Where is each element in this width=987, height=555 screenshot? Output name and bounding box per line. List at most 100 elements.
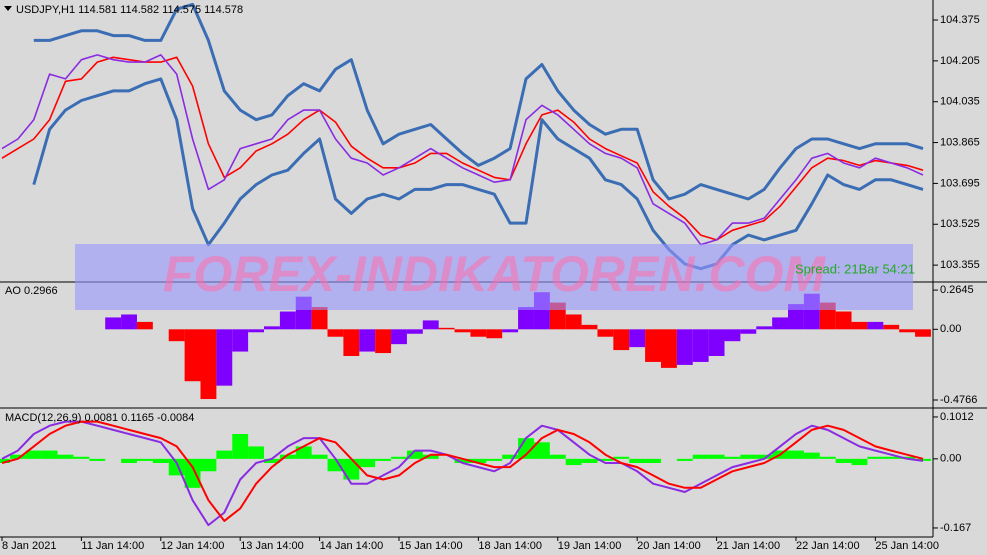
histogram-bar [533, 442, 550, 459]
x-tick-label: 14 Jan 14:00 [320, 540, 384, 552]
indicator-line [32, 77, 924, 271]
histogram-bar [803, 452, 820, 459]
histogram-bar [279, 454, 296, 459]
y-tick-label: 0.00 [940, 453, 961, 465]
histogram-bar [264, 458, 280, 463]
histogram-bar [899, 329, 916, 333]
histogram-bar [73, 456, 90, 459]
watermark: FOREX-INDIKATOREN.COM [163, 246, 826, 302]
ao-header: AO 0.2966 [5, 285, 58, 297]
histogram-bar [565, 314, 582, 330]
histogram-bar [216, 329, 233, 386]
x-tick-label: 21 Jan 14:00 [717, 540, 781, 552]
histogram-bar [518, 307, 534, 330]
histogram-bar [327, 329, 344, 337]
histogram-bar [391, 456, 407, 459]
histogram-bar [200, 458, 217, 472]
histogram-bar [486, 458, 503, 461]
histogram-bar [915, 458, 931, 461]
plots [0, 2, 931, 527]
y-tick-label: -0.167 [940, 522, 971, 534]
histogram-bar [629, 329, 646, 348]
histogram-bar [819, 456, 836, 459]
histogram-bar [248, 446, 265, 459]
indicator-line [1, 56, 924, 241]
histogram-bar [311, 307, 328, 330]
x-tick-label: 25 Jan 14:00 [875, 540, 939, 552]
x-tick-label: 19 Jan 14:00 [558, 540, 622, 552]
histogram-bar [851, 458, 868, 466]
symbol-menu[interactable] [4, 6, 12, 11]
histogram-bar [232, 329, 249, 352]
histogram-bar [676, 329, 693, 365]
histogram-bar [660, 329, 677, 368]
indicator-line [33, 2, 924, 201]
indicator-line [1, 54, 924, 246]
histogram-bar [581, 324, 598, 330]
x-tick-label: 20 Jan 14:00 [637, 540, 701, 552]
spread-label: Spread: 21Bar 54:21 [795, 261, 915, 276]
histogram-bar [581, 458, 598, 463]
histogram-bar [915, 329, 931, 337]
histogram-bar [343, 329, 360, 357]
y-tick-label: 104.205 [940, 55, 980, 67]
histogram-bar [676, 458, 693, 461]
x-tick-label: 11 Jan 14:00 [81, 540, 144, 552]
histogram-bar [406, 329, 423, 334]
histogram-bar [835, 311, 852, 330]
histogram-bar [89, 458, 106, 461]
histogram-bar [470, 458, 487, 463]
x-tick-label: 18 Jan 14:00 [478, 540, 542, 552]
histogram-bar [772, 317, 789, 330]
histogram-bar [184, 329, 201, 382]
histogram-bar [613, 329, 630, 351]
histogram-bar [867, 321, 884, 330]
histogram-bar [311, 454, 328, 459]
histogram-bar [708, 329, 725, 357]
histogram-bar [502, 329, 519, 333]
histogram-bar [629, 458, 646, 463]
histogram-bar [724, 456, 741, 459]
macd-line [1, 420, 924, 527]
y-tick-label: 0.1012 [940, 411, 974, 423]
y-tick-label: 103.695 [940, 177, 980, 189]
histogram-bar [724, 329, 741, 342]
histogram-bar [359, 458, 376, 468]
histogram-bar [184, 458, 201, 488]
histogram-bar [0, 458, 10, 463]
x-tick-label: 15 Jan 14:00 [399, 540, 463, 552]
histogram-bar [645, 329, 661, 362]
histogram-bar [740, 454, 757, 459]
histogram-bar [835, 458, 852, 463]
histogram-bar [264, 326, 280, 330]
histogram-bar [851, 321, 868, 330]
histogram-bar [740, 329, 757, 334]
histogram-bar [152, 458, 169, 463]
histogram-bar [57, 454, 74, 459]
histogram-bar [565, 458, 582, 466]
histogram-bar [788, 304, 804, 330]
histogram-bar [883, 324, 900, 330]
y-tick-label: 103.355 [940, 259, 980, 271]
histogram-bar [422, 320, 439, 330]
histogram-bar [883, 456, 900, 459]
x-tick-label: 13 Jan 14:00 [240, 540, 304, 552]
histogram-bar [756, 454, 773, 459]
y-tick-label: 104.375 [940, 14, 980, 26]
macd-line [1, 420, 924, 522]
histogram-bar [454, 458, 471, 463]
histogram-bar [105, 317, 122, 330]
histogram-bar [454, 329, 471, 333]
y-tick-label: 103.525 [940, 218, 980, 230]
histogram-bar [391, 329, 407, 345]
y-tick-label: -0.4766 [940, 394, 977, 406]
histogram-bar [375, 458, 392, 461]
histogram-bar [136, 458, 153, 461]
y-tick-label: 103.865 [940, 136, 980, 148]
histogram-bar [406, 450, 423, 459]
histogram-bar [613, 456, 630, 459]
histogram-bar [597, 329, 614, 337]
histogram-bar [438, 327, 455, 330]
histogram-bar [121, 458, 137, 463]
